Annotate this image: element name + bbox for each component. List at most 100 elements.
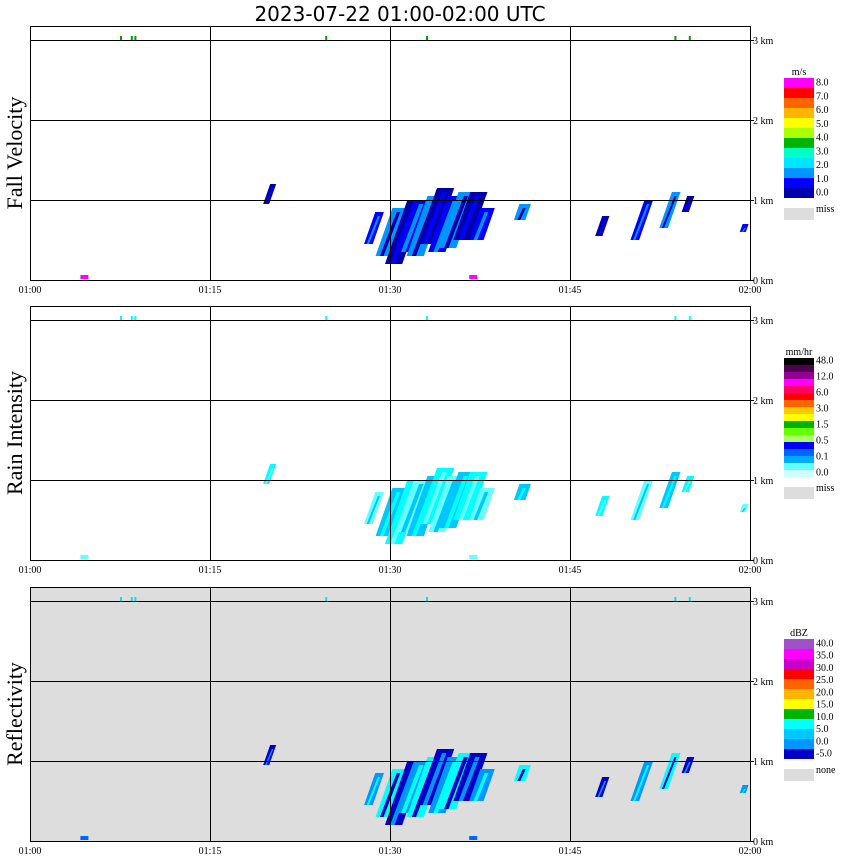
- echo-core: [444, 757, 469, 809]
- top-mark: [426, 316, 428, 321]
- grid: [30, 26, 750, 280]
- ground-speck: [80, 275, 89, 279]
- colorbar-swatch: [784, 178, 814, 188]
- colorbar-miss-label: miss: [816, 483, 834, 494]
- ground-speck: [469, 275, 478, 279]
- y-tick-label: 0 km: [753, 276, 774, 287]
- top-mark: [674, 597, 677, 602]
- colorbar-label: 2.0: [816, 160, 829, 171]
- echo-core: [473, 212, 489, 240]
- echo-core: [366, 777, 381, 805]
- top-mark: [426, 597, 428, 602]
- top-mark: [120, 36, 122, 41]
- x-tick-label: 01:45: [559, 846, 582, 857]
- echo-core: [683, 200, 692, 212]
- y-tick-label: 3 km: [753, 36, 774, 47]
- colorbar-unit: mm/hr: [786, 347, 813, 358]
- colorbar-swatch: [784, 400, 814, 407]
- colorbar-swatch: [784, 709, 814, 719]
- echo-core: [422, 472, 447, 524]
- colorbar-swatch: [784, 118, 814, 128]
- colorbar-swatch: [784, 421, 814, 428]
- echo-cell: [739, 504, 749, 512]
- colorbar-swatch: [784, 358, 814, 365]
- colorbar-swatch: [784, 414, 814, 421]
- echo-core: [661, 196, 677, 228]
- ground-speck: [469, 555, 478, 559]
- top-mark: [674, 36, 677, 41]
- top-mark: [426, 36, 428, 41]
- y-tick-label: 1 km: [753, 476, 774, 487]
- colorbar-swatch: [784, 442, 814, 449]
- colorbar-label: 3.0: [816, 403, 829, 414]
- echo-core: [661, 757, 677, 789]
- echo-core: [633, 484, 650, 520]
- colorbar-swatch: [784, 128, 814, 138]
- top-mark: [134, 316, 137, 321]
- colorbar-label: 10.0: [816, 712, 834, 723]
- colorbar-swatch: [784, 456, 814, 463]
- echo-core: [458, 196, 480, 240]
- top-mark: [688, 597, 691, 602]
- echo-layer: [263, 184, 749, 264]
- colorbar-label: 5.0: [816, 724, 829, 735]
- colorbar-swatch: [784, 470, 814, 477]
- x-tick-label: 02:00: [739, 846, 762, 857]
- echo-core: [422, 753, 447, 805]
- colorbar-label: 12.0: [816, 371, 834, 382]
- top-mark: [130, 316, 133, 321]
- grid: [30, 587, 750, 841]
- echo-core: [683, 761, 692, 773]
- ground-speck: [80, 836, 89, 840]
- colorbar-label: 15.0: [816, 700, 834, 711]
- colorbar-swatch: [784, 428, 814, 435]
- echo-core: [422, 192, 447, 244]
- colorbar-miss-swatch: [784, 769, 814, 781]
- colorbar-swatch: [784, 188, 814, 198]
- colorbar-label: 6.0: [816, 105, 829, 116]
- colorbar-label: 0.1: [816, 451, 829, 462]
- colorbar-label: 48.0: [816, 355, 834, 366]
- x-tick-label: 01:45: [559, 285, 582, 296]
- colorbar-unit: m/s: [792, 67, 807, 78]
- colorbar-swatch: [784, 739, 814, 749]
- x-tick-label: 01:45: [559, 565, 582, 576]
- colorbar-swatch: [784, 699, 814, 709]
- y-tick-label: 1 km: [753, 757, 774, 768]
- echo-core: [597, 220, 607, 236]
- colorbar-swatch: [784, 449, 814, 456]
- echo-core: [741, 228, 746, 232]
- top-mark: [688, 316, 691, 321]
- grid: [30, 306, 750, 560]
- echo-core: [444, 476, 469, 528]
- top-mark: [134, 36, 137, 41]
- colorbar-label: 40.0: [816, 639, 834, 650]
- colorbar-swatch: [784, 379, 814, 386]
- echo-core: [597, 500, 607, 516]
- colorbar-label: 1.0: [816, 174, 829, 185]
- echo-cell: [739, 785, 749, 793]
- echo-layer: [263, 464, 749, 544]
- echo-core: [597, 781, 607, 797]
- colorbar-swatch: [784, 148, 814, 158]
- colorbar-label: 3.0: [816, 146, 829, 157]
- y-tick-label: 0 km: [753, 837, 774, 848]
- colorbar-unit: dBZ: [790, 628, 808, 639]
- colorbar-swatch: [784, 98, 814, 108]
- echo-cell: [739, 224, 749, 232]
- ground-speck: [80, 555, 89, 559]
- colorbar-label: -5.0: [816, 749, 832, 760]
- x-tick-label: 02:00: [739, 565, 762, 576]
- echo-core: [661, 476, 677, 508]
- colorbar-swatch: [784, 679, 814, 689]
- panel-label: Reflectivity: [2, 662, 27, 766]
- chart-panel-1: 01:00 01:15 01:30 01:45 02:000 km 1 km 2 km 3 k…: [2, 26, 834, 296]
- colorbar: dBZ 40.035.030.025.020.0 15.010.05.00.0 -5.…: [784, 628, 836, 781]
- colorbar-swatch: [784, 749, 814, 759]
- y-tick-label: 2 km: [753, 116, 774, 127]
- colorbar-label: 1.5: [816, 419, 829, 430]
- x-tick-label: 01:00: [19, 846, 42, 857]
- colorbar-label: 5.0: [816, 119, 829, 130]
- y-tick-label: 2 km: [753, 396, 774, 407]
- plot-frame: [30, 306, 751, 561]
